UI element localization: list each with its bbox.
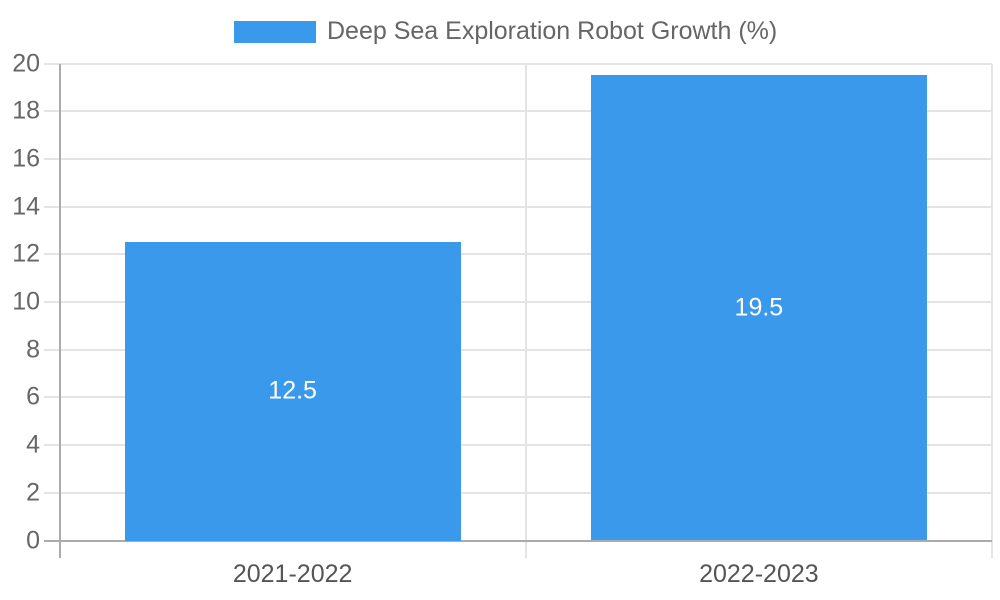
bar-value-label: 19.5 xyxy=(734,293,784,322)
y-axis-tick xyxy=(44,62,60,65)
y-axis-tick-label: 10 xyxy=(12,287,40,316)
y-axis-tick-label: 8 xyxy=(26,335,40,364)
y-axis-tick-label: 2 xyxy=(26,478,40,507)
y-axis-tick-label: 16 xyxy=(12,144,40,173)
y-axis-tick xyxy=(44,110,60,113)
x-axis-tick xyxy=(991,540,993,558)
y-axis-tick-label: 6 xyxy=(26,382,40,411)
y-axis-tick-label: 20 xyxy=(12,49,40,77)
y-axis-tick xyxy=(44,396,60,399)
bar-value-label: 12.5 xyxy=(268,376,317,405)
y-axis-tick-label: 18 xyxy=(12,96,40,125)
y-axis-tick xyxy=(44,157,60,160)
x-axis-tick xyxy=(524,540,527,558)
y-axis-tick xyxy=(44,491,60,494)
y-axis-tick xyxy=(44,205,60,208)
legend-label: Deep Sea Exploration Robot Growth (%) xyxy=(327,16,778,45)
bar-2021-2022[interactable] xyxy=(124,242,461,541)
y-axis-tick xyxy=(44,253,60,256)
y-axis-tick-label: 0 xyxy=(26,526,40,554)
y-axis-tick xyxy=(44,444,60,447)
y-axis-tick-label: 14 xyxy=(12,192,40,221)
y-axis-tick-label: 12 xyxy=(12,239,40,268)
x-axis-category-label: 2022-2023 xyxy=(699,560,819,588)
x-gridline xyxy=(524,63,527,541)
y-axis-tick-label: 4 xyxy=(26,430,40,459)
y-axis-tick xyxy=(44,301,60,303)
x-axis-line xyxy=(44,539,992,542)
bar-2022-2023[interactable] xyxy=(590,75,927,541)
y-axis-tick xyxy=(44,348,60,351)
y-axis-line xyxy=(58,63,61,558)
x-axis-category-label: 2021-2022 xyxy=(232,560,353,588)
x-gridline xyxy=(991,63,993,541)
legend-swatch-icon xyxy=(234,21,316,43)
